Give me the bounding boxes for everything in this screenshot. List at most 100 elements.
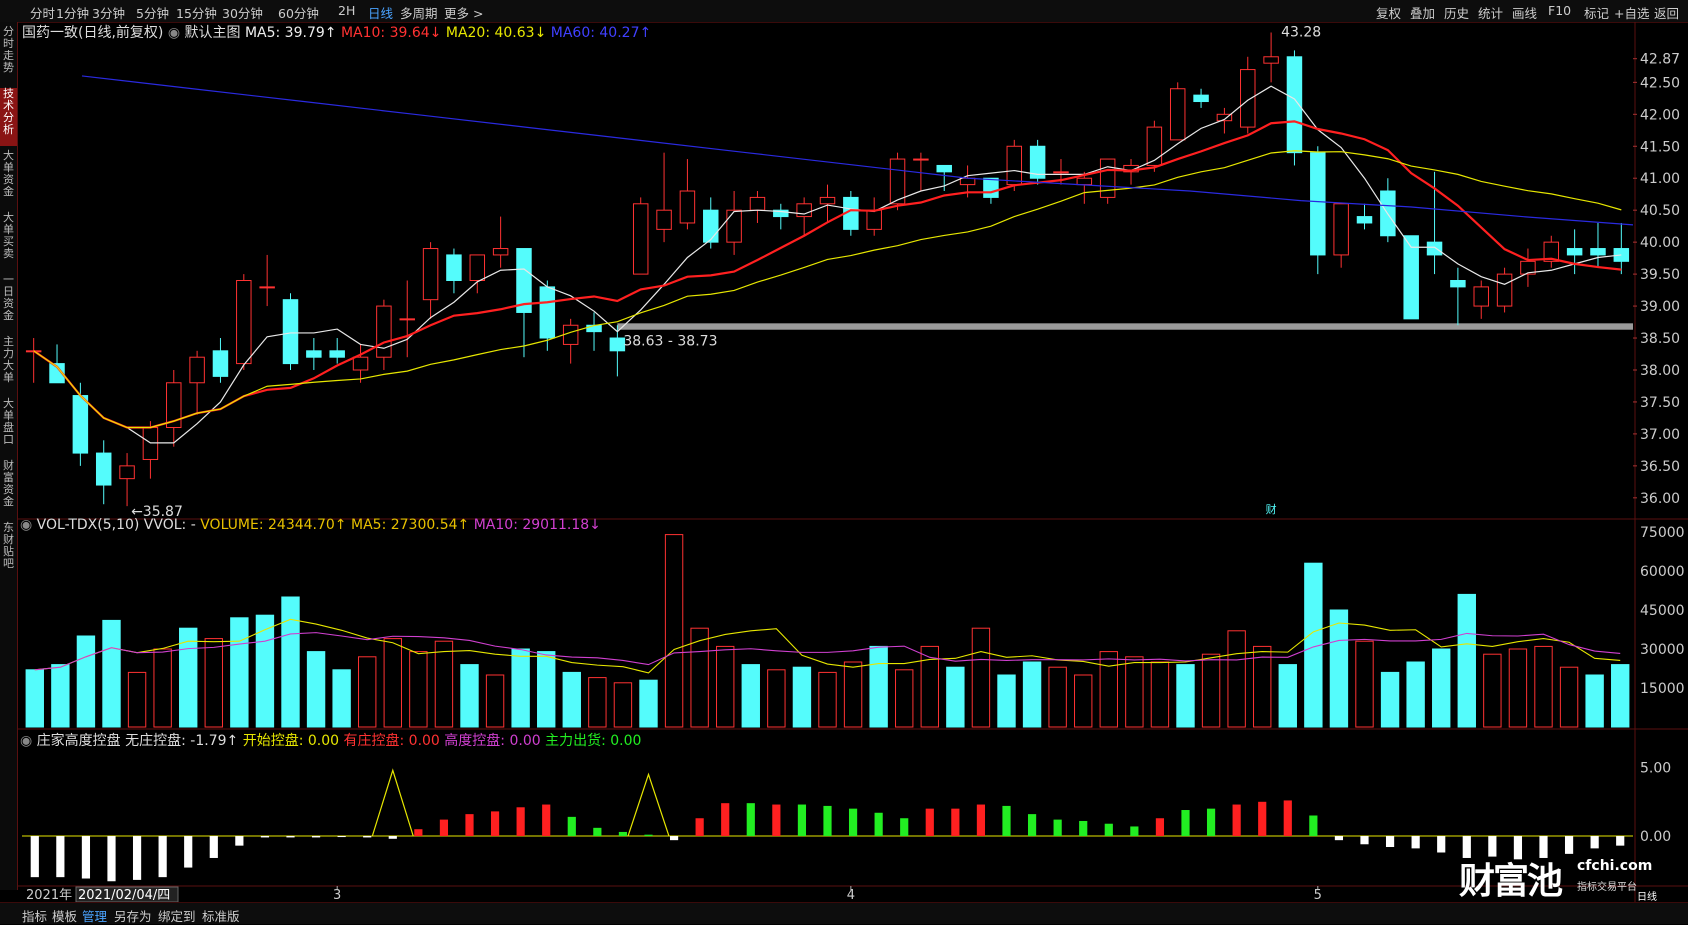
template-label[interactable]: 默认主图	[184, 25, 241, 41]
candle-body	[1310, 152, 1326, 256]
volume-bar	[895, 669, 914, 728]
volume-bar	[1099, 651, 1118, 728]
bottom-tab-5[interactable]: 标准版	[202, 909, 240, 924]
indicator-bar	[337, 836, 346, 838]
bottom-tab-1[interactable]: 模板	[52, 909, 78, 924]
toolbar-action-7[interactable]: +自选	[1614, 6, 1650, 21]
ind-signal-spike	[627, 772, 670, 837]
period-tab-9[interactable]: 多周期	[400, 6, 438, 21]
volume-bar	[281, 596, 300, 728]
volume-bar	[1585, 674, 1604, 728]
toolbar-action-0[interactable]: 复权	[1376, 6, 1402, 21]
period-tab-5[interactable]: 30分钟	[222, 6, 263, 21]
indicator-bar	[465, 814, 474, 837]
period-tab-10[interactable]: 更多 >	[444, 6, 484, 21]
volume-bar	[1176, 664, 1195, 728]
price-tick-label: 39.00	[1640, 299, 1680, 315]
left-nav-item-8[interactable]: 东财贴吧	[3, 521, 14, 570]
ma10-line	[33, 120, 1622, 429]
candle-body	[1426, 241, 1443, 256]
vol-settings-icon[interactable]: ◉	[20, 517, 33, 533]
candle-body	[609, 337, 626, 352]
ind-settings-icon[interactable]: ◉	[20, 733, 33, 749]
toolbar-action-2[interactable]: 历史	[1444, 6, 1470, 21]
candle-body	[446, 254, 462, 282]
volume-bar	[997, 674, 1016, 728]
toolbar-action-8[interactable]: 返回	[1654, 6, 1680, 21]
candle-body	[469, 254, 486, 282]
bottom-tab-3[interactable]: 另存为	[114, 909, 152, 924]
volume-bar	[332, 669, 351, 728]
month-label: 4	[847, 888, 855, 902]
toolbar-action-5[interactable]: F10	[1548, 3, 1572, 18]
indicator-bar	[1437, 836, 1446, 853]
candle-body	[1006, 145, 1023, 186]
low-annotation: ←35.87	[131, 504, 183, 520]
left-nav-item-7[interactable]: 财富资金	[3, 459, 14, 508]
bottom-toolbar: 指标 模板 管理 另存为 绑定到 标准版	[0, 902, 1688, 924]
ind-signal-spike	[371, 768, 414, 837]
indicator-bar	[1564, 836, 1574, 854]
indicator-bar	[1411, 836, 1420, 849]
indicator-bar	[669, 836, 679, 841]
period-tab-0[interactable]: 分时	[30, 6, 56, 21]
settings-circle-icon[interactable]: ◉	[167, 25, 181, 41]
candle-body	[1520, 260, 1536, 275]
volume-bar	[127, 671, 147, 728]
left-nav-item-1[interactable]: 技术分析	[0, 88, 17, 146]
candle-body	[72, 395, 89, 454]
price-tick-label: 38.00	[1640, 363, 1680, 379]
chart-canvas[interactable]: 42.8742.5042.0041.5041.0040.5040.0039.50…	[18, 22, 1688, 902]
period-tab-2[interactable]: 3分钟	[92, 6, 125, 21]
indicator-bar	[1590, 836, 1599, 849]
candle-body	[212, 350, 229, 377]
bottom-tab-0[interactable]: 指标	[22, 909, 48, 924]
volume-bar	[1355, 640, 1374, 728]
candle-body	[399, 318, 415, 321]
indicator-bar	[81, 836, 91, 879]
left-nav-item-3[interactable]: 大单买卖	[3, 211, 14, 260]
period-tab-7[interactable]: 2H	[338, 3, 356, 18]
period-tab-1[interactable]: 1分钟	[56, 6, 89, 21]
toolbar-action-3[interactable]: 统计	[1478, 6, 1504, 21]
volume-bar	[971, 627, 991, 728]
volume-bar	[485, 674, 505, 728]
indicator-bar	[1513, 836, 1523, 860]
indicator-bar	[260, 836, 270, 838]
left-nav-item-0[interactable]: 分时走势	[3, 25, 14, 74]
bottom-tab-2[interactable]: 管理	[82, 909, 108, 924]
candle-body	[913, 158, 929, 161]
left-nav-item-2[interactable]: 大单资金	[3, 149, 14, 198]
period-tab-8[interactable]: 日线	[368, 6, 394, 21]
period-tab-4[interactable]: 15分钟	[176, 6, 217, 21]
indicator-bar	[695, 818, 704, 837]
volume-bar	[255, 614, 275, 728]
vol-ma5-line	[34, 618, 1621, 674]
price-tick-label: 37.50	[1640, 395, 1680, 411]
left-nav-item-4[interactable]: 一日资金	[3, 273, 14, 322]
period-tab-3[interactable]: 5分钟	[136, 6, 169, 21]
candle-body	[1146, 126, 1163, 166]
indicator-bar	[1232, 804, 1241, 837]
indicator-bar	[311, 836, 321, 838]
period-tab-6[interactable]: 60分钟	[278, 6, 319, 21]
indicator-bar	[184, 836, 193, 868]
candle-body	[1099, 158, 1116, 198]
candle-body	[1169, 88, 1186, 141]
volume-bar	[1508, 648, 1528, 728]
left-nav-item-6[interactable]: 大单盘口	[3, 397, 14, 446]
toolbar-action-6[interactable]: 标记	[1584, 6, 1610, 21]
watermark-tagline: 指标交易平台	[1577, 882, 1637, 893]
toolbar-action-4[interactable]: 画线	[1512, 6, 1538, 21]
volume-bar	[537, 651, 556, 728]
bottom-tab-4[interactable]: 绑定到	[158, 909, 196, 924]
indicator-bar	[900, 818, 909, 837]
indicator-bar	[132, 836, 142, 880]
toolbar-action-1[interactable]: 叠加	[1410, 6, 1436, 21]
indicator-bar	[1462, 836, 1471, 858]
candle-body	[492, 248, 509, 256]
left-nav-item-5[interactable]: 主力大单	[3, 335, 14, 384]
indicator-bar	[874, 812, 883, 837]
watermark-brand: 财富池	[1459, 861, 1563, 902]
volume-bar	[230, 617, 249, 728]
